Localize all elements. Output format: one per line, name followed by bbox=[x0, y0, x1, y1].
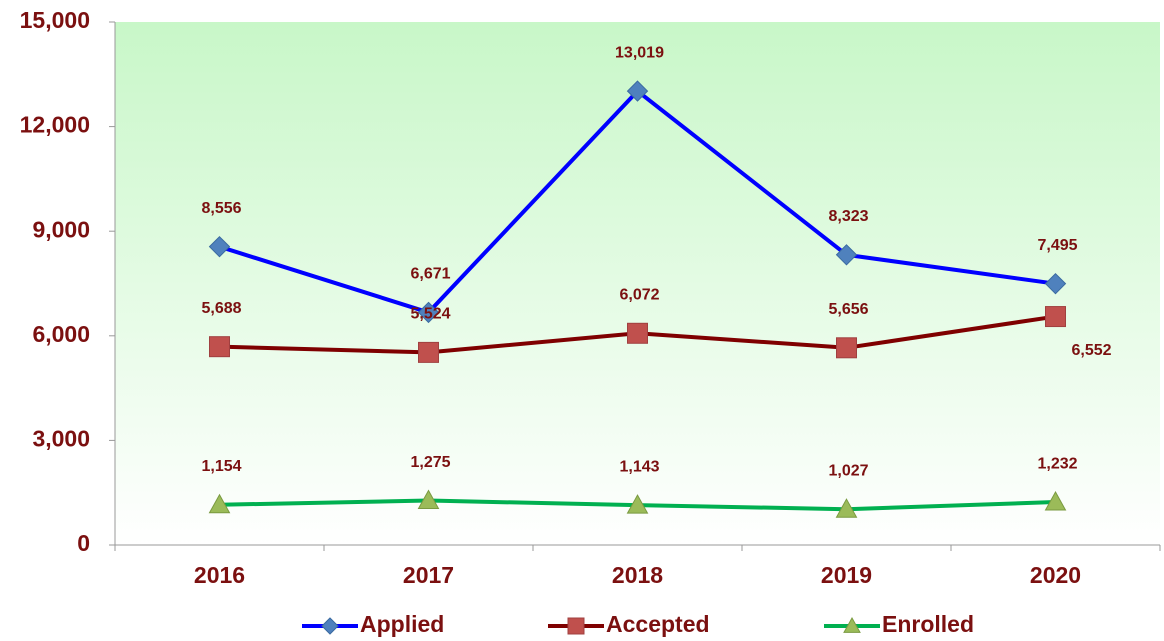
x-tick-label: 2017 bbox=[403, 562, 454, 588]
point bbox=[835, 498, 858, 518]
point bbox=[1044, 272, 1067, 295]
value-label: 1,154 bbox=[201, 458, 241, 475]
y-tick-label: 15,000 bbox=[20, 7, 90, 33]
x-tick-label: 2020 bbox=[1030, 562, 1081, 588]
x-tick-label: 2018 bbox=[612, 562, 663, 588]
value-label: 1,143 bbox=[619, 458, 659, 475]
value-label: 1,275 bbox=[410, 454, 450, 471]
value-label: 6,671 bbox=[410, 266, 450, 283]
value-label: 5,524 bbox=[410, 306, 450, 323]
y-tick-label: 9,000 bbox=[32, 216, 90, 242]
value-label: 6,552 bbox=[1071, 342, 1111, 359]
y-tick-label: 12,000 bbox=[20, 112, 90, 138]
y-tick-label: 6,000 bbox=[32, 321, 90, 347]
value-label: 8,323 bbox=[828, 208, 868, 225]
point bbox=[417, 489, 440, 510]
plot-area bbox=[115, 22, 1160, 545]
value-label: 5,688 bbox=[201, 300, 241, 317]
point bbox=[626, 80, 649, 102]
legend-label: Enrolled bbox=[882, 611, 974, 637]
legend-marker bbox=[843, 616, 861, 633]
point bbox=[627, 322, 648, 344]
value-label: 13,019 bbox=[615, 44, 664, 61]
point bbox=[1044, 491, 1067, 511]
x-tick-label: 2016 bbox=[194, 562, 245, 588]
point bbox=[1045, 306, 1066, 328]
point bbox=[208, 493, 231, 514]
point bbox=[418, 341, 439, 363]
value-label: 8,556 bbox=[201, 200, 241, 217]
legend-label: Applied bbox=[360, 611, 444, 637]
x-tick-label: 2019 bbox=[821, 562, 872, 588]
legend-marker bbox=[567, 617, 585, 635]
point bbox=[417, 301, 440, 324]
point bbox=[626, 494, 649, 514]
y-tick-label: 3,000 bbox=[32, 425, 90, 451]
legend-label: Accepted bbox=[606, 611, 710, 637]
legend-marker bbox=[321, 617, 339, 635]
point bbox=[835, 244, 858, 266]
value-label: 1,027 bbox=[828, 462, 868, 479]
point bbox=[836, 337, 857, 359]
value-label: 5,656 bbox=[828, 301, 868, 318]
point bbox=[208, 235, 231, 258]
value-label: 6,072 bbox=[619, 287, 659, 304]
value-label: 1,232 bbox=[1037, 455, 1077, 472]
value-label: 7,495 bbox=[1037, 237, 1077, 254]
point bbox=[209, 336, 230, 358]
y-tick-label: 0 bbox=[77, 530, 90, 556]
